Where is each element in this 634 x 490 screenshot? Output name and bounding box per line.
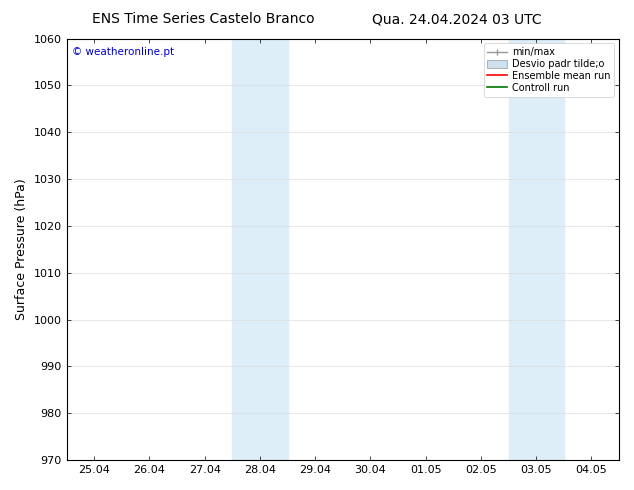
Text: © weatheronline.pt: © weatheronline.pt <box>72 47 174 57</box>
Legend: min/max, Desvio padr tilde;o, Ensemble mean run, Controll run: min/max, Desvio padr tilde;o, Ensemble m… <box>484 44 614 97</box>
Y-axis label: Surface Pressure (hPa): Surface Pressure (hPa) <box>15 178 28 320</box>
Text: ENS Time Series Castelo Branco: ENS Time Series Castelo Branco <box>91 12 314 26</box>
Bar <box>232 39 288 460</box>
Text: Qua. 24.04.2024 03 UTC: Qua. 24.04.2024 03 UTC <box>372 12 541 26</box>
Bar <box>508 39 564 460</box>
